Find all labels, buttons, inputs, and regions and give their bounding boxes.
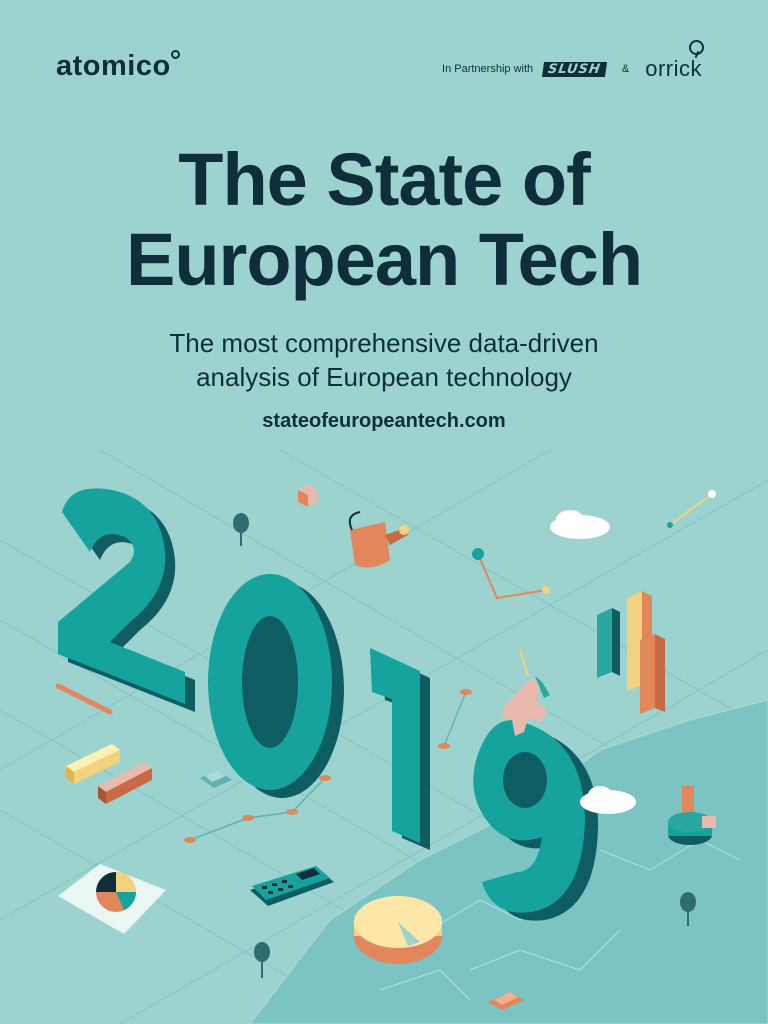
subtitle-line-1: The most comprehensive data-driven xyxy=(169,328,599,358)
digit-2 xyxy=(58,488,195,712)
slush-logo[interactable]: SLUSH xyxy=(542,61,607,77)
page-title: The State of European Tech xyxy=(0,140,768,300)
cheese-pie-icon xyxy=(354,896,442,964)
watering-can-icon xyxy=(348,511,409,568)
calculator-icon xyxy=(250,866,334,906)
graph-node xyxy=(667,522,673,528)
partnership-label: In Partnership with xyxy=(442,63,534,75)
brand-name: atomico xyxy=(56,50,171,82)
cloud-icon xyxy=(580,786,636,814)
atomico-logo[interactable]: atomico xyxy=(56,50,180,83)
tree-icon xyxy=(233,513,249,546)
title-line-1: The State of xyxy=(178,138,590,221)
car-icon xyxy=(200,770,232,788)
logo-dot-icon xyxy=(170,50,180,59)
unicorn-icon xyxy=(502,649,550,736)
graph-node xyxy=(708,490,716,498)
graph-dots xyxy=(184,689,472,843)
orrick-name: orrick xyxy=(645,56,702,81)
graph-connector xyxy=(477,493,713,600)
map-borders xyxy=(379,839,741,1001)
digit-0 xyxy=(208,574,344,798)
page-subtitle: The most comprehensive data-driven analy… xyxy=(0,326,768,394)
line-graph xyxy=(189,691,467,841)
pencil-icon xyxy=(55,683,113,715)
website-link[interactable]: stateofeuropeantech.com xyxy=(262,410,506,432)
bar-chart-icon xyxy=(597,591,665,714)
tree-icon xyxy=(680,892,696,926)
cloud-icon xyxy=(550,510,610,539)
cube-icon xyxy=(298,485,318,507)
exclamation-icon xyxy=(668,786,716,845)
car-icon xyxy=(488,992,524,1010)
graph-node xyxy=(472,548,484,560)
ampersand: & xyxy=(621,63,630,75)
block-chart-icon xyxy=(66,744,152,804)
partnership-block: In Partnership with SLUSH & orrick xyxy=(442,40,704,82)
orrick-logo[interactable]: orrick xyxy=(645,40,704,82)
digit-1 xyxy=(370,648,430,850)
cover-header: atomico In Partnership with SLUSH & orri… xyxy=(0,0,768,110)
pie-chart-icon xyxy=(58,864,166,934)
isometric-2019-illustration xyxy=(0,450,768,1024)
tree-icon xyxy=(254,942,270,978)
title-line-2: European Tech xyxy=(125,218,643,301)
subtitle-line-2: analysis of European technology xyxy=(196,362,572,392)
graph-node xyxy=(542,586,550,594)
digit-9 xyxy=(473,720,599,921)
